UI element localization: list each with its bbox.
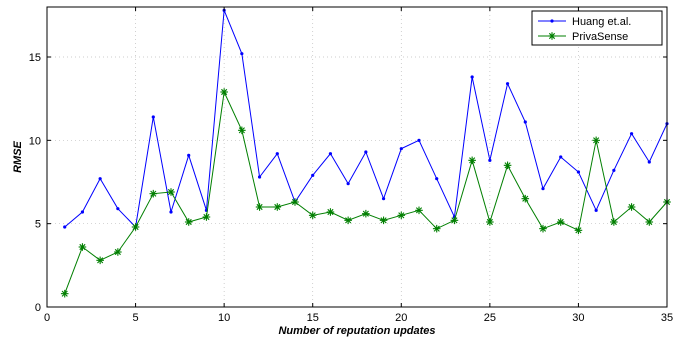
data-point (470, 75, 474, 79)
data-point (468, 156, 476, 165)
data-point (275, 152, 279, 156)
legend-marker (550, 19, 554, 23)
x-tick-label: 25 (484, 312, 496, 324)
data-point (397, 211, 406, 220)
legend-label: Huang et.al. (572, 16, 631, 28)
data-point (238, 126, 246, 135)
y-tick-label: 15 (29, 52, 41, 64)
data-point (592, 136, 600, 145)
data-point (291, 198, 299, 206)
x-tick-label: 35 (661, 312, 673, 324)
data-point (594, 208, 598, 212)
data-point (187, 153, 191, 157)
data-point (610, 218, 618, 226)
data-point (96, 256, 104, 265)
data-point (184, 218, 193, 226)
data-point (488, 158, 492, 162)
data-point (647, 160, 651, 164)
x-tick-label: 5 (133, 312, 139, 324)
data-point (60, 289, 69, 298)
data-point (505, 82, 510, 86)
data-point (149, 189, 158, 198)
legend-marker (548, 32, 556, 40)
data-point (344, 216, 352, 225)
data-point (311, 173, 315, 177)
data-point (417, 138, 421, 142)
data-point (629, 132, 634, 136)
y-tick-label: 10 (29, 135, 41, 147)
series-layer (60, 8, 671, 298)
data-point (169, 210, 173, 214)
data-point (556, 218, 565, 226)
data-point (346, 182, 350, 186)
x-tick-label: 0 (44, 312, 50, 324)
data-point (114, 248, 122, 256)
data-point (202, 213, 211, 221)
data-point (308, 211, 317, 220)
series-line-privasense (64, 90, 668, 294)
legend: Huang et.al. PrivaSense (531, 10, 663, 46)
data-point (116, 207, 120, 211)
data-point (80, 210, 85, 214)
data-point (503, 161, 512, 170)
data-point (151, 115, 155, 119)
data-point (328, 152, 333, 156)
data-point (326, 208, 335, 216)
x-tick-label: 30 (572, 312, 584, 324)
data-point (521, 194, 530, 203)
data-point (273, 203, 282, 211)
data-point (435, 177, 439, 181)
legend-box (531, 10, 663, 46)
y-tick-label: 5 (35, 219, 41, 231)
data-point (574, 226, 583, 235)
data-point (240, 52, 244, 56)
data-point (362, 209, 370, 218)
legend-entry: Huang et.al. (538, 16, 631, 28)
data-point (559, 155, 563, 159)
data-point (576, 170, 581, 174)
axis-ticks: 0 5 10 15 20 25 30 35 0 5 10 15 (29, 7, 673, 324)
data-point (98, 177, 102, 181)
data-point (220, 88, 228, 96)
data-point (167, 188, 175, 196)
data-point (539, 224, 547, 233)
grid-lines (47, 7, 667, 307)
data-point (541, 187, 545, 191)
data-point (432, 224, 441, 233)
data-point (450, 216, 459, 225)
plot-frame (46, 6, 668, 308)
data-point (364, 150, 368, 154)
data-point (131, 223, 140, 231)
y-axis-label: RMSE (12, 140, 24, 172)
legend-label: PrivaSense (572, 31, 628, 43)
data-point (627, 203, 636, 211)
x-tick-label: 10 (218, 312, 230, 324)
x-tick-label: 20 (395, 312, 407, 324)
x-axis-label: Number of reputation updates (278, 325, 435, 337)
x-tick-label: 15 (307, 312, 319, 324)
data-point (486, 218, 494, 226)
data-point (612, 168, 616, 172)
data-point (399, 147, 403, 151)
data-point (78, 243, 87, 251)
data-point (255, 203, 264, 211)
data-point (63, 225, 67, 229)
y-tick-label: 0 (35, 302, 41, 314)
data-point (415, 206, 423, 215)
legend-entry: PrivaSense (538, 31, 628, 43)
data-point (379, 216, 388, 225)
data-point (257, 175, 262, 179)
data-point (645, 218, 654, 226)
data-point (523, 120, 527, 124)
data-point (381, 197, 386, 201)
